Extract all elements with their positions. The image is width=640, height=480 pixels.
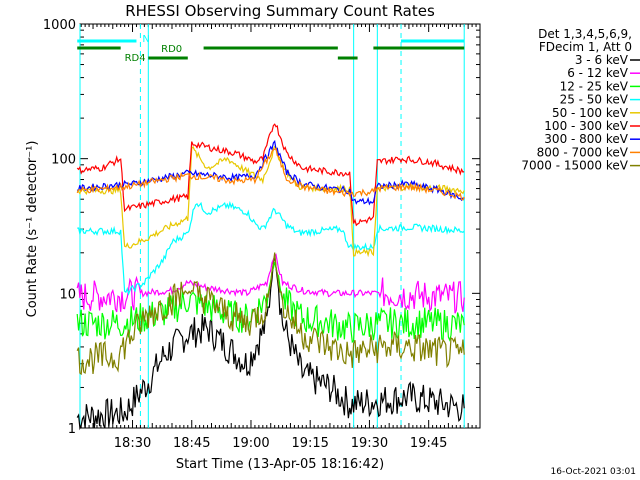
legend-header-line-2: FDecim 1, Att 0 <box>539 40 632 54</box>
series-line-5 <box>76 123 465 227</box>
series-line-3 <box>77 200 465 296</box>
x-tick-label: 19:00 <box>232 436 269 451</box>
y-tick-label: 1 <box>68 422 76 437</box>
x-tick-label: 18:30 <box>114 436 151 451</box>
legend-label: 6 - 12 keV <box>567 66 629 80</box>
legend-header-line-1: Det 1,3,4,5,6,9, <box>538 27 632 41</box>
series-line-7 <box>76 147 465 201</box>
x-tick-label: 19:30 <box>351 436 388 451</box>
legend-label: 3 - 6 keV <box>575 53 629 67</box>
legend-label: 800 - 7000 keV <box>537 145 629 159</box>
series-line-1 <box>76 253 465 314</box>
x-tick-label: 18:45 <box>173 436 210 451</box>
y-tick-label: 100 <box>51 153 76 168</box>
legend-label: 25 - 50 keV <box>560 93 629 107</box>
series-line-0 <box>76 255 465 431</box>
y-axis-label: Count Rate (s⁻¹ detector⁻¹) <box>25 141 40 318</box>
timestamp-label: 16-Oct-2021 03:01 <box>551 467 636 477</box>
chart-title: RHESSI Observing Summary Count Rates <box>125 2 435 20</box>
x-axis-label: Start Time (13-Apr-05 18:16:42) <box>176 457 384 472</box>
legend-label: 12 - 25 keV <box>560 79 629 93</box>
series-line-8 <box>76 252 465 376</box>
legend-label: 7000 - 15000 keV <box>521 159 628 173</box>
legend-label: 100 - 300 keV <box>544 119 628 133</box>
y-tick-label: 1000 <box>43 18 76 33</box>
legend-label: 50 - 100 keV <box>552 106 629 120</box>
x-tick-label: 19:15 <box>291 436 328 451</box>
y-tick-label: 10 <box>59 287 76 302</box>
plot-layer: 1 10 100 1000 18:30 18:45 19:00 19:15 19:30 19:45… <box>43 18 481 451</box>
annotation-label: N <box>142 34 149 45</box>
annotation-label: RD0 <box>161 44 182 55</box>
legend-label: 300 - 800 keV <box>544 132 628 146</box>
x-tick-label: 19:45 <box>410 436 447 451</box>
annotation-label: RD4 <box>125 53 146 64</box>
